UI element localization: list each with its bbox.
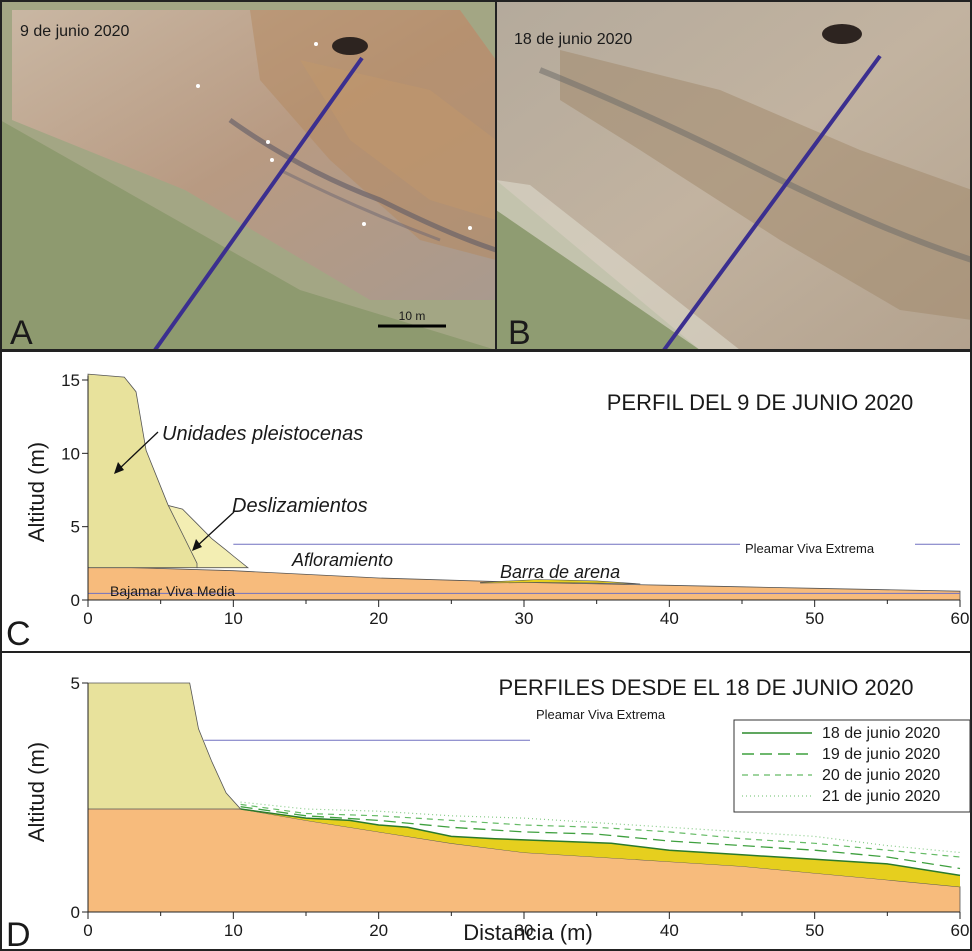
- legend-item-18: 18 de junio 2020: [822, 725, 940, 742]
- x-tick-label: 60: [951, 609, 970, 628]
- panel-a-photo: 10 m 9 de junio 2020 A: [0, 0, 497, 352]
- profile-19-junio: [240, 806, 961, 870]
- y-tick-label: 0: [71, 903, 80, 922]
- profile-18-junio: [240, 808, 961, 877]
- x-tick-label: 20: [369, 609, 388, 628]
- profile-21-junio: [240, 801, 961, 854]
- y-tick-label: 15: [61, 371, 80, 390]
- y-tick-label: 0: [71, 591, 80, 610]
- gcp-marker: [266, 140, 270, 144]
- label-unidades: Unidades pleistocenas: [162, 423, 363, 445]
- pleistocene-cliff-area: [87, 373, 198, 569]
- panel-c-ylabel: Altitud (m): [24, 442, 49, 542]
- gcp-marker: [314, 42, 318, 46]
- panel-d-letter: D: [6, 916, 31, 951]
- panel-a-letter: A: [10, 314, 33, 352]
- gcp-marker: [270, 158, 274, 162]
- label-afloramiento: Afloramiento: [291, 550, 393, 570]
- x-tick-label: 10: [224, 609, 243, 628]
- label-bajamar: Bajamar Viva Media: [110, 583, 235, 599]
- legend-item-20: 20 de junio 2020: [822, 767, 940, 784]
- panel-b-letter: B: [508, 314, 531, 352]
- legend-item-21: 21 de junio 2020: [822, 788, 940, 805]
- landslide-area: [164, 504, 250, 569]
- transect-line-a: [153, 56, 364, 352]
- panel-b-date: 18 de junio 2020: [514, 31, 632, 48]
- arrow-head: [192, 539, 202, 551]
- scale-label: 10 m: [399, 309, 426, 323]
- panel-d-ylabel: Altitud (m): [24, 742, 49, 842]
- panel-c-letter: C: [6, 615, 31, 653]
- sand-bar-area: [480, 579, 641, 585]
- transect-line-b: [662, 54, 882, 352]
- legend-item-19: 19 de junio 2020: [822, 746, 940, 763]
- panel-d-title: PERFILES DESDE EL 18 DE JUNIO 2020: [499, 675, 914, 700]
- panel-b-photo: 18 de junio 2020 B: [496, 0, 972, 352]
- x-tick-label: 0: [83, 921, 92, 940]
- arrow-pleistocene: [117, 431, 159, 471]
- x-tick-label: 0: [83, 609, 92, 628]
- panel-a-date: 9 de junio 2020: [20, 23, 130, 40]
- x-tick-label: 50: [805, 921, 824, 940]
- y-tick-label: 5: [71, 674, 80, 693]
- arrow-slides: [195, 511, 235, 548]
- sand-bar-area: [240, 809, 961, 887]
- x-tick-label: 50: [805, 609, 824, 628]
- label-pleamar-d: Pleamar Viva Extrema: [536, 707, 666, 722]
- y-tick-label: 10: [61, 444, 80, 463]
- label-barra: Barra de arena: [500, 562, 620, 582]
- x-tick-label: 60: [951, 921, 970, 940]
- label-deslizamientos: Deslizamientos: [232, 495, 368, 517]
- x-tick-label: 40: [660, 609, 679, 628]
- x-tick-label: 20: [369, 921, 388, 940]
- x-tick-label: 30: [515, 921, 534, 940]
- x-tick-label: 10: [224, 921, 243, 940]
- gcp-marker: [468, 226, 472, 230]
- pleistocene-cliff-area: [87, 682, 242, 810]
- panel-c-title: PERFIL DEL 9 DE JUNIO 2020: [607, 390, 914, 415]
- profile-20-junio: [240, 803, 961, 858]
- gcp-marker: [196, 84, 200, 88]
- gcp-marker: [362, 222, 366, 226]
- label-pleamar-c: Pleamar Viva Extrema: [745, 541, 875, 556]
- y-tick-label: 5: [71, 518, 80, 537]
- x-tick-label: 30: [515, 609, 534, 628]
- x-tick-label: 40: [660, 921, 679, 940]
- panel-d-xlabel: Distancia (m): [463, 920, 593, 945]
- arrow-head: [114, 462, 124, 474]
- legend: 18 de junio 2020 19 de junio 2020 20 de …: [733, 719, 971, 813]
